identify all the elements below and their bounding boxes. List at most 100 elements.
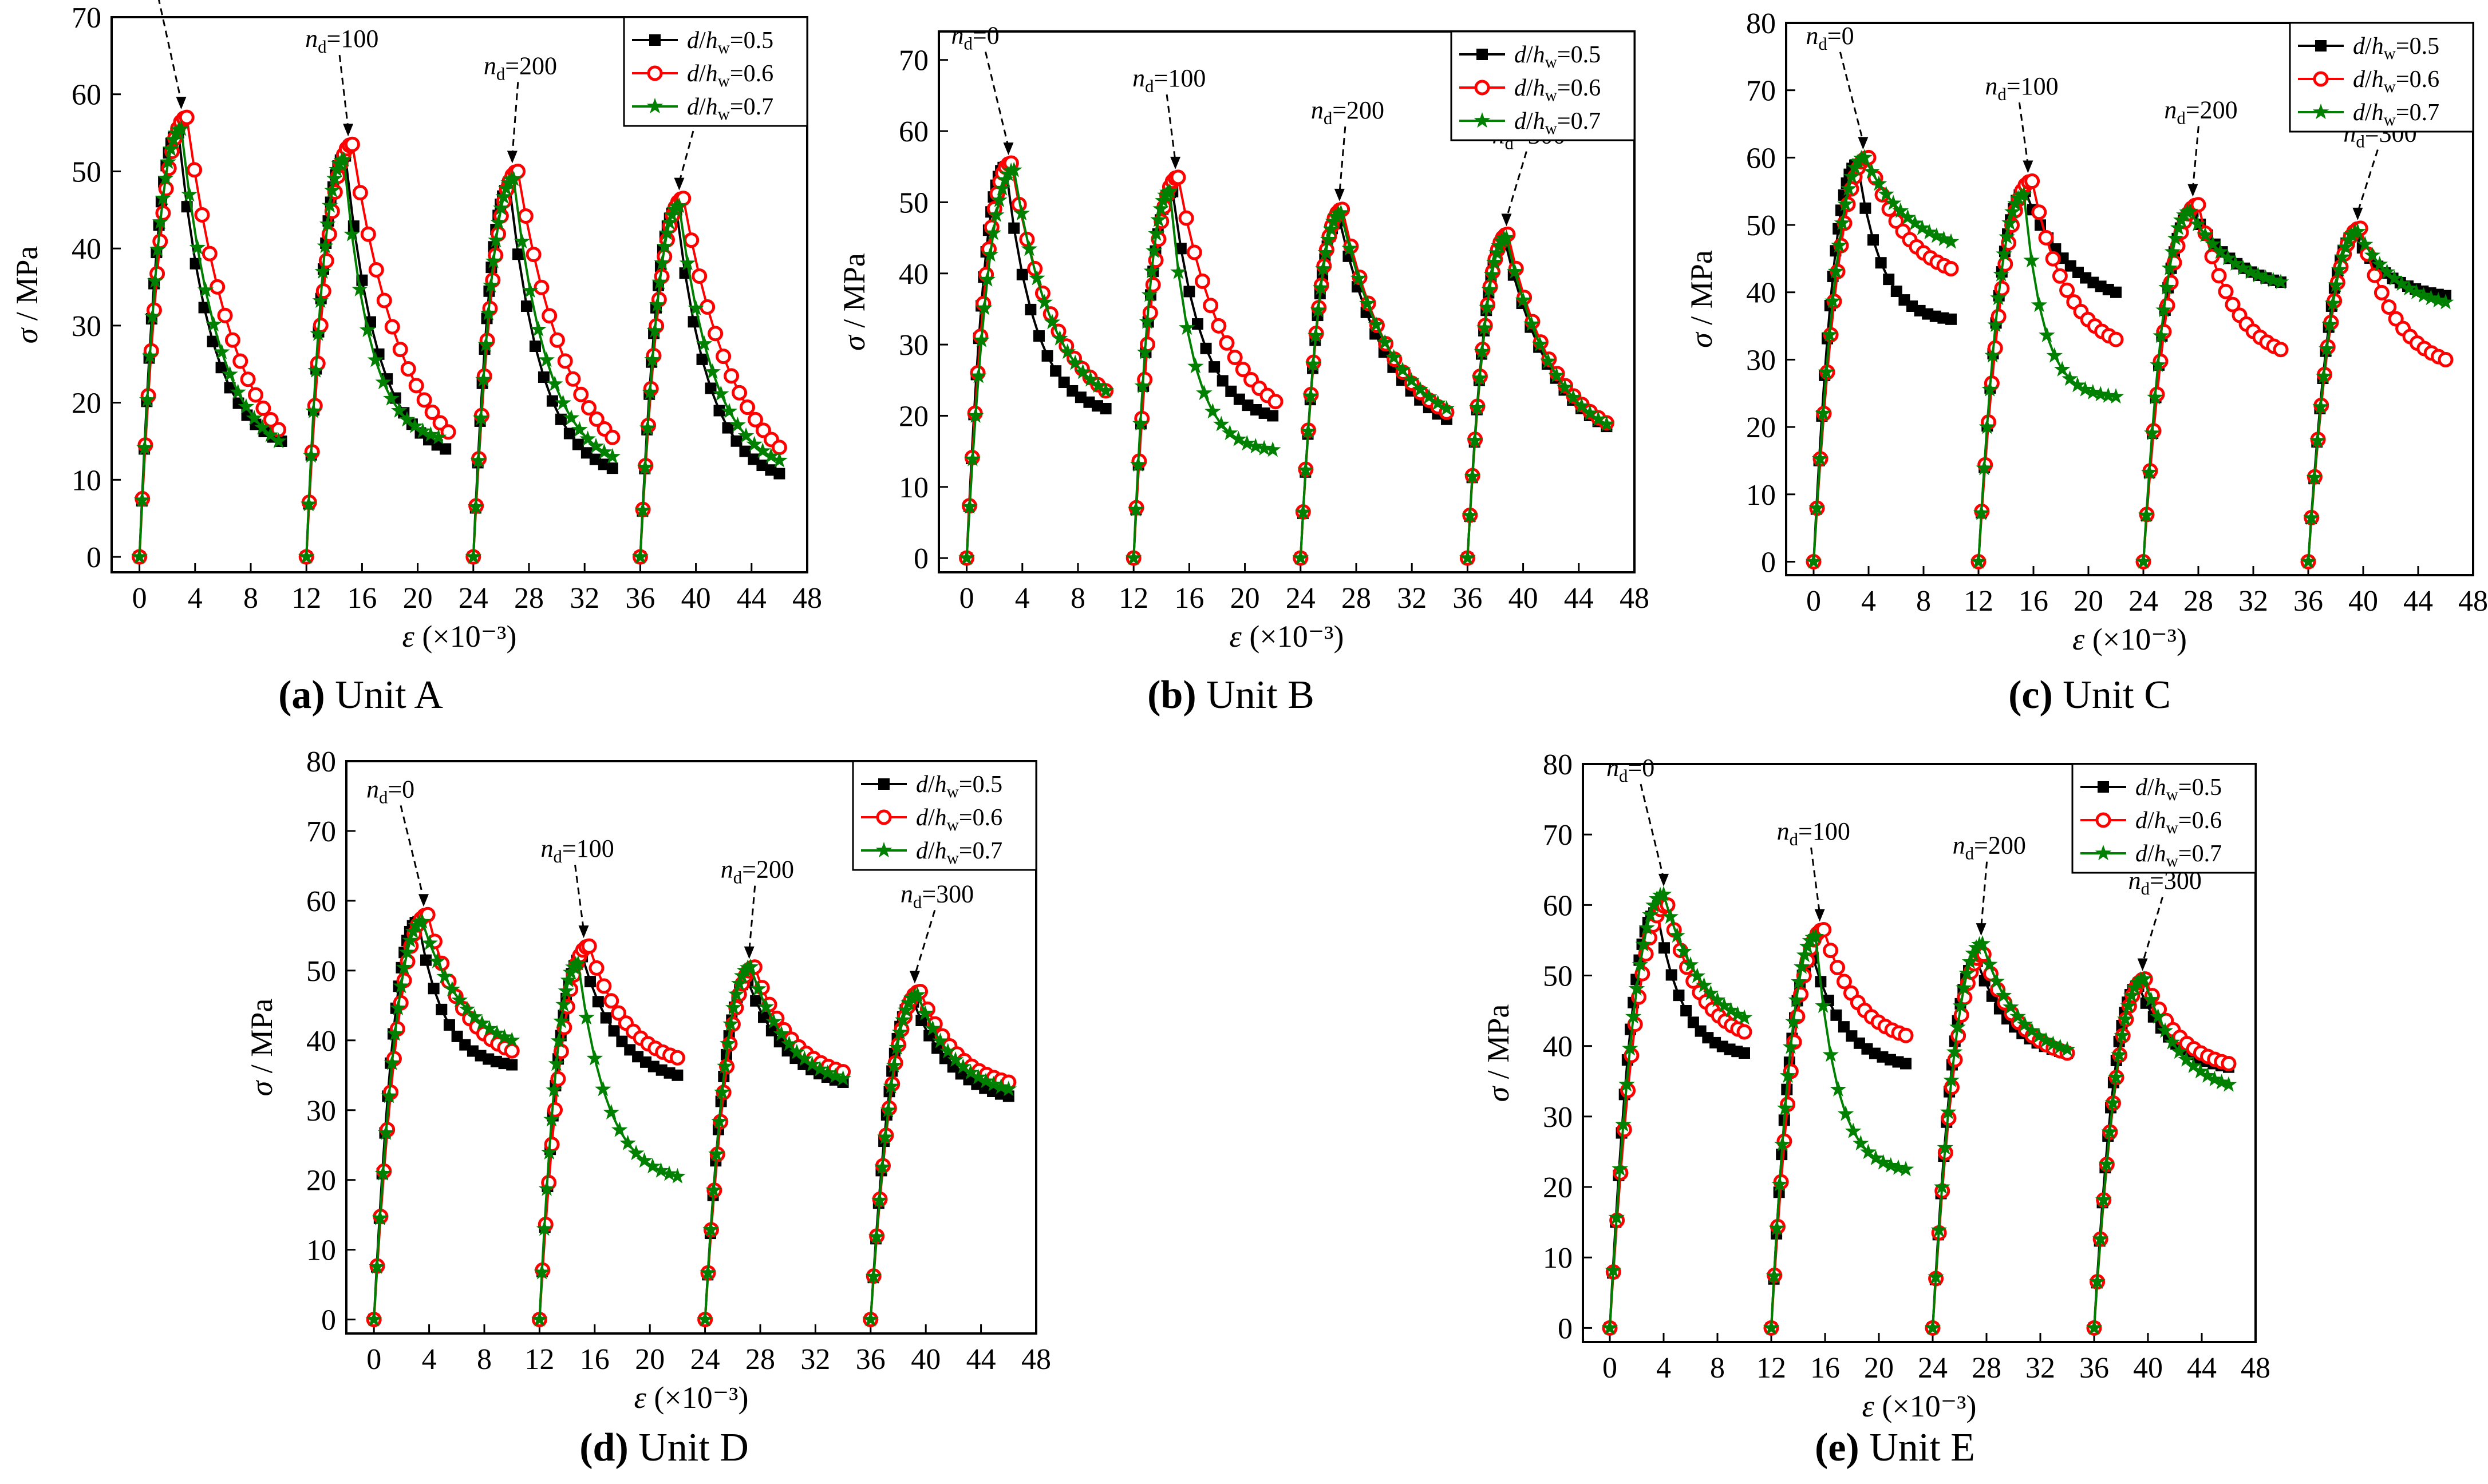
data-point	[1830, 1081, 1847, 1097]
data-point	[716, 349, 732, 365]
y-tick-label: 30	[72, 310, 101, 343]
data-point	[1000, 1081, 1017, 1097]
data-point	[731, 975, 748, 991]
data-point	[708, 1145, 725, 1161]
data-point	[947, 1051, 964, 1067]
data-point	[2167, 229, 2184, 246]
annotation-arrow-head	[1658, 873, 1669, 887]
data-point	[1973, 504, 1990, 520]
data-point	[553, 1012, 570, 1028]
annotation-arrow-line	[338, 54, 349, 129]
x-tick-label: 20	[1230, 582, 1260, 615]
data-point	[2104, 1094, 2121, 1110]
data-point	[1815, 997, 1831, 1013]
data-point	[634, 501, 651, 518]
annotation-arrow-head	[1170, 156, 1181, 169]
data-point	[198, 302, 210, 314]
data-point	[1222, 425, 1238, 441]
series-line	[1770, 935, 1906, 1328]
data-point	[1928, 1268, 1944, 1284]
x-axis-label: ε (×10⁻³)	[634, 1380, 749, 1415]
data-point	[1956, 979, 1972, 995]
data-point	[669, 1050, 685, 1066]
data-point	[581, 938, 597, 954]
data-point	[485, 252, 502, 268]
data-point	[2023, 252, 2040, 268]
data-point	[1791, 973, 1807, 989]
y-axis-label: σ / MPa	[244, 999, 279, 1097]
data-point	[1897, 1161, 1914, 1177]
data-point	[1796, 947, 1813, 963]
data-point	[993, 1078, 1009, 1094]
legend-label: d/hw=0.7	[2135, 841, 2222, 870]
data-point	[429, 952, 445, 968]
data-point	[1359, 295, 1376, 311]
data-point	[773, 468, 785, 480]
y-tick-label: 10	[72, 464, 101, 497]
data-point	[967, 407, 984, 423]
data-point	[1999, 228, 2015, 244]
data-point	[1878, 185, 1894, 201]
data-point	[384, 1054, 401, 1070]
chart-a-svg: 0 4 8 12 16 20 24 28 32 36 40 44 48010203040506070ε …	[10, 0, 822, 654]
data-point	[2155, 302, 2172, 318]
annotation-arrow-line	[2142, 896, 2164, 964]
data-point	[1995, 987, 2012, 1003]
data-point	[1981, 956, 1998, 972]
data-point	[152, 234, 168, 250]
y-tick-label: 20	[899, 400, 929, 433]
data-point	[2084, 383, 2102, 399]
data-point	[1090, 377, 1107, 393]
data-point	[722, 1015, 739, 1031]
data-point	[1739, 1047, 1750, 1059]
data-point	[868, 1228, 885, 1244]
data-point	[977, 1073, 994, 1089]
legend-marker	[646, 98, 664, 114]
x-tick-label: 24	[1286, 582, 1316, 615]
data-point	[2430, 292, 2447, 308]
annotation-label: nd=100	[541, 834, 614, 866]
data-point	[697, 1311, 713, 1327]
data-point	[2009, 1008, 2026, 1024]
annotation-arrow-line	[914, 909, 936, 976]
data-point	[488, 1024, 506, 1040]
legend-marker	[2095, 845, 2112, 861]
data-point	[1075, 363, 1091, 379]
data-point	[579, 430, 596, 446]
series-0	[1604, 906, 2234, 1334]
legend-label: d/hw=0.5	[687, 27, 773, 57]
data-point	[335, 151, 353, 167]
data-point	[708, 326, 724, 342]
caption-c-letter: (c)	[2008, 673, 2053, 717]
data-point	[1264, 441, 1281, 457]
data-point	[368, 262, 384, 278]
data-point	[133, 492, 151, 508]
data-point	[534, 279, 550, 295]
annotation-arrow-line	[1338, 126, 1346, 193]
data-point	[894, 1011, 911, 1027]
data-point	[2045, 1035, 2062, 1051]
x-tick-label: 36	[856, 1343, 886, 1376]
data-point	[765, 1024, 777, 1036]
data-point	[1680, 1005, 1692, 1017]
data-point	[656, 238, 673, 254]
chart-b-svg: 0 4 8 12 16 20 24 28 32 36 40 44 48010203040506070ε …	[837, 22, 1649, 654]
annotation-label: nd=200	[1311, 96, 1384, 128]
x-tick-label: 24	[1918, 1352, 1948, 1384]
y-tick-label: 50	[1543, 960, 1573, 993]
data-point	[1943, 1071, 1960, 1087]
caption-e-letter: (e)	[1815, 1426, 1859, 1470]
data-point	[240, 371, 256, 387]
data-point	[704, 363, 721, 379]
data-point	[958, 549, 975, 565]
annotation-arrow-head	[1814, 909, 1825, 922]
data-point	[1294, 504, 1312, 520]
data-point	[1235, 362, 1251, 378]
data-point	[548, 1055, 565, 1071]
data-point	[2016, 1016, 2033, 1032]
data-point	[542, 308, 558, 324]
data-point	[2242, 263, 2259, 279]
data-point	[729, 416, 746, 432]
data-point	[1821, 326, 1838, 342]
data-point	[1837, 196, 1854, 212]
